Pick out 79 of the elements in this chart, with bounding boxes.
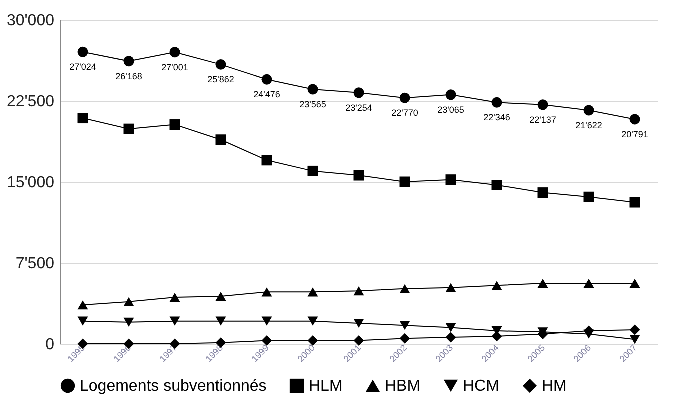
point — [630, 324, 640, 336]
point — [124, 56, 134, 67]
data-label: 22'770 — [392, 108, 418, 118]
point — [446, 332, 456, 343]
point — [492, 97, 502, 108]
point — [262, 288, 272, 297]
point — [354, 286, 364, 296]
point — [400, 321, 410, 330]
y-tick-label: 0 — [46, 336, 55, 354]
data-label: 24'476 — [254, 90, 280, 100]
point — [354, 318, 364, 328]
point — [308, 336, 318, 346]
data-label: 23'565 — [300, 100, 326, 110]
point — [308, 84, 318, 95]
data-label: 25'862 — [208, 74, 234, 85]
point — [78, 113, 88, 124]
point — [354, 336, 364, 346]
data-label: 26'168 — [116, 71, 142, 82]
point — [446, 283, 456, 292]
point — [170, 120, 180, 130]
point — [170, 47, 180, 58]
point — [492, 281, 502, 290]
legend-label: HBM — [385, 378, 421, 395]
point — [216, 292, 226, 302]
point — [124, 124, 134, 134]
data-label: 21'622 — [576, 120, 602, 130]
data-label: 23'065 — [438, 104, 464, 115]
point — [400, 92, 410, 104]
point — [446, 90, 456, 100]
point — [216, 134, 226, 146]
point — [538, 278, 548, 288]
point — [400, 284, 410, 294]
point — [124, 318, 134, 327]
y-tick-label: 15'000 — [6, 174, 55, 192]
point — [78, 46, 88, 58]
legend-label: HCM — [463, 378, 500, 395]
point — [630, 197, 640, 208]
point — [538, 188, 548, 198]
point — [630, 335, 640, 344]
point — [262, 74, 272, 85]
point — [584, 105, 594, 116]
y-tick-label: 7'500 — [16, 256, 55, 272]
point — [262, 336, 272, 346]
data-label: 27'001 — [162, 62, 188, 72]
point — [308, 166, 318, 176]
point — [78, 316, 88, 326]
point — [124, 297, 134, 306]
legend-label: HM — [542, 378, 567, 395]
point — [354, 170, 364, 181]
legend-label: Logements subventionnés — [80, 378, 267, 395]
point — [354, 88, 364, 98]
data-label: 23'254 — [346, 102, 372, 113]
point — [446, 323, 456, 332]
point — [216, 316, 226, 326]
data-label: 27'024 — [70, 62, 96, 72]
data-label: 22'137 — [530, 114, 556, 125]
point — [538, 100, 548, 110]
data-label: 22'346 — [484, 112, 510, 123]
y-tick-label: 30'000 — [6, 12, 55, 30]
point — [400, 176, 410, 188]
point — [262, 155, 272, 166]
point — [630, 278, 640, 288]
y-tick-label: 22'500 — [6, 94, 55, 110]
point — [78, 300, 88, 310]
point — [584, 278, 594, 288]
point — [216, 59, 226, 70]
data-label: 20'791 — [622, 129, 648, 140]
point — [584, 192, 594, 202]
legend-label: HLM — [309, 378, 343, 395]
point — [492, 180, 502, 190]
point — [446, 174, 456, 186]
point — [308, 316, 318, 326]
point — [262, 316, 272, 326]
point — [170, 316, 180, 326]
point — [492, 331, 502, 342]
point — [170, 293, 180, 302]
point — [308, 288, 318, 297]
point — [630, 114, 640, 125]
point — [400, 333, 410, 344]
